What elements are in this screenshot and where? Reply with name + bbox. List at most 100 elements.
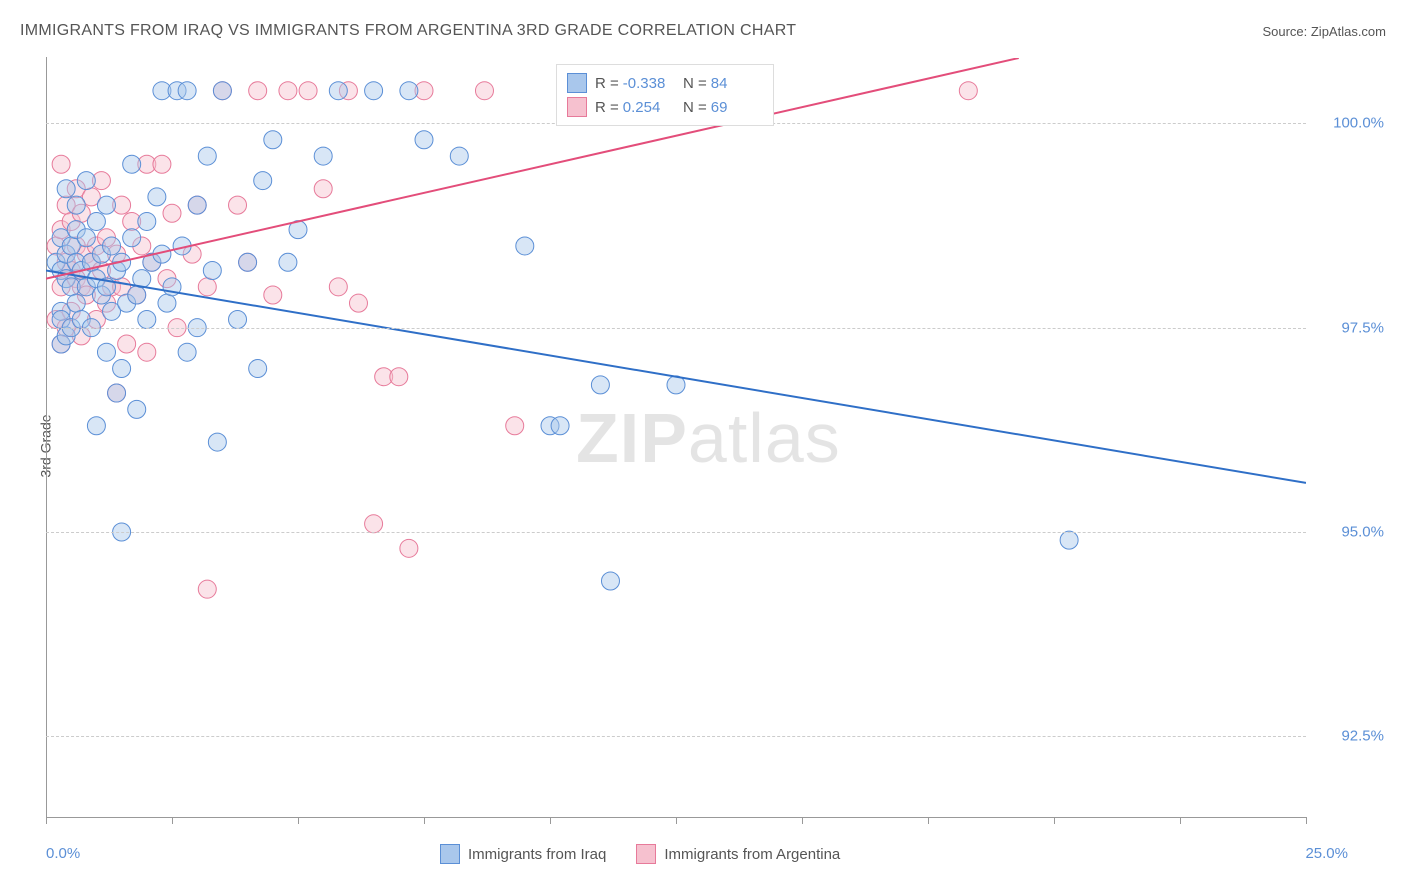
scatter-point xyxy=(87,417,105,435)
x-tick xyxy=(676,818,677,824)
x-tick xyxy=(1054,818,1055,824)
scatter-point xyxy=(249,360,267,378)
scatter-point xyxy=(138,212,156,230)
scatter-point xyxy=(365,515,383,533)
x-tick xyxy=(928,818,929,824)
scatter-point xyxy=(97,343,115,361)
r-label: R = xyxy=(595,75,619,92)
r-label: R = xyxy=(595,99,619,116)
source-prefix: Source: xyxy=(1262,24,1310,39)
n-value-argentina: 69 xyxy=(711,99,728,116)
y-tick-label: 100.0% xyxy=(1333,115,1384,132)
x-tick xyxy=(802,818,803,824)
scatter-point xyxy=(158,294,176,312)
scatter-point xyxy=(108,384,126,402)
plot-svg xyxy=(46,58,1306,818)
scatter-point xyxy=(128,400,146,418)
scatter-point xyxy=(77,229,95,247)
swatch-iraq xyxy=(567,73,587,93)
scatter-point xyxy=(148,188,166,206)
gridline-h xyxy=(46,328,1306,329)
scatter-point xyxy=(198,580,216,598)
scatter-point xyxy=(123,155,141,173)
scatter-point xyxy=(314,180,332,198)
gridline-h xyxy=(46,736,1306,737)
scatter-point xyxy=(138,311,156,329)
chart-plot-area: 92.5%95.0%97.5%100.0% R = -0.338 N = 84 … xyxy=(46,58,1306,818)
scatter-point xyxy=(299,82,317,100)
scatter-point xyxy=(97,196,115,214)
scatter-point xyxy=(390,368,408,386)
legend-stats-box: R = -0.338 N = 84 R = 0.254 N = 69 xyxy=(556,64,774,126)
n-label: N = xyxy=(683,99,707,116)
scatter-point xyxy=(400,539,418,557)
scatter-point xyxy=(77,172,95,190)
scatter-point xyxy=(239,253,257,271)
x-tick xyxy=(46,818,47,824)
scatter-point xyxy=(601,572,619,590)
bottom-legend-label-iraq: Immigrants from Iraq xyxy=(468,846,606,863)
scatter-point xyxy=(52,155,70,173)
swatch-iraq-icon xyxy=(440,844,460,864)
n-value-iraq: 84 xyxy=(711,75,728,92)
x-tick xyxy=(1306,818,1307,824)
scatter-point xyxy=(203,261,221,279)
scatter-point xyxy=(415,131,433,149)
scatter-point xyxy=(87,212,105,230)
scatter-point xyxy=(400,82,418,100)
bottom-legend: Immigrants from Iraq Immigrants from Arg… xyxy=(440,844,840,864)
x-tick xyxy=(172,818,173,824)
scatter-point xyxy=(198,147,216,165)
chart-title: IMMIGRANTS FROM IRAQ VS IMMIGRANTS FROM … xyxy=(20,22,796,40)
source-name: ZipAtlas.com xyxy=(1311,24,1386,39)
scatter-point xyxy=(475,82,493,100)
scatter-point xyxy=(279,82,297,100)
x-tick xyxy=(298,818,299,824)
scatter-point xyxy=(506,417,524,435)
r-value-argentina: 0.254 xyxy=(623,99,661,116)
legend-stats-row-iraq: R = -0.338 N = 84 xyxy=(567,71,763,95)
scatter-point xyxy=(551,417,569,435)
scatter-point xyxy=(128,286,146,304)
scatter-point xyxy=(329,278,347,296)
scatter-point xyxy=(279,253,297,271)
y-tick-label: 92.5% xyxy=(1341,728,1384,745)
scatter-point xyxy=(264,286,282,304)
swatch-argentina xyxy=(567,97,587,117)
scatter-point xyxy=(264,131,282,149)
scatter-point xyxy=(67,294,85,312)
scatter-point xyxy=(178,82,196,100)
y-tick-label: 97.5% xyxy=(1341,319,1384,336)
scatter-point xyxy=(138,343,156,361)
scatter-point xyxy=(188,196,206,214)
scatter-point xyxy=(329,82,347,100)
y-tick-label: 95.0% xyxy=(1341,523,1384,540)
trend-line xyxy=(46,270,1306,482)
scatter-point xyxy=(314,147,332,165)
n-label: N = xyxy=(683,75,707,92)
scatter-point xyxy=(249,82,267,100)
scatter-point xyxy=(123,229,141,247)
x-tick-label-min: 0.0% xyxy=(46,845,80,862)
scatter-point xyxy=(213,82,231,100)
scatter-point xyxy=(450,147,468,165)
scatter-point xyxy=(229,196,247,214)
scatter-point xyxy=(103,237,121,255)
scatter-point xyxy=(118,335,136,353)
x-tick xyxy=(424,818,425,824)
gridline-h xyxy=(46,532,1306,533)
scatter-point xyxy=(163,204,181,222)
scatter-point xyxy=(591,376,609,394)
scatter-point xyxy=(178,343,196,361)
scatter-point xyxy=(349,294,367,312)
source-attribution: Source: ZipAtlas.com xyxy=(1262,24,1386,39)
legend-stats-row-argentina: R = 0.254 N = 69 xyxy=(567,95,763,119)
bottom-legend-label-argentina: Immigrants from Argentina xyxy=(664,846,840,863)
scatter-point xyxy=(67,196,85,214)
scatter-point xyxy=(229,311,247,329)
scatter-point xyxy=(1060,531,1078,549)
x-tick xyxy=(1180,818,1181,824)
x-tick xyxy=(550,818,551,824)
swatch-argentina-icon xyxy=(636,844,656,864)
r-value-iraq: -0.338 xyxy=(623,75,666,92)
